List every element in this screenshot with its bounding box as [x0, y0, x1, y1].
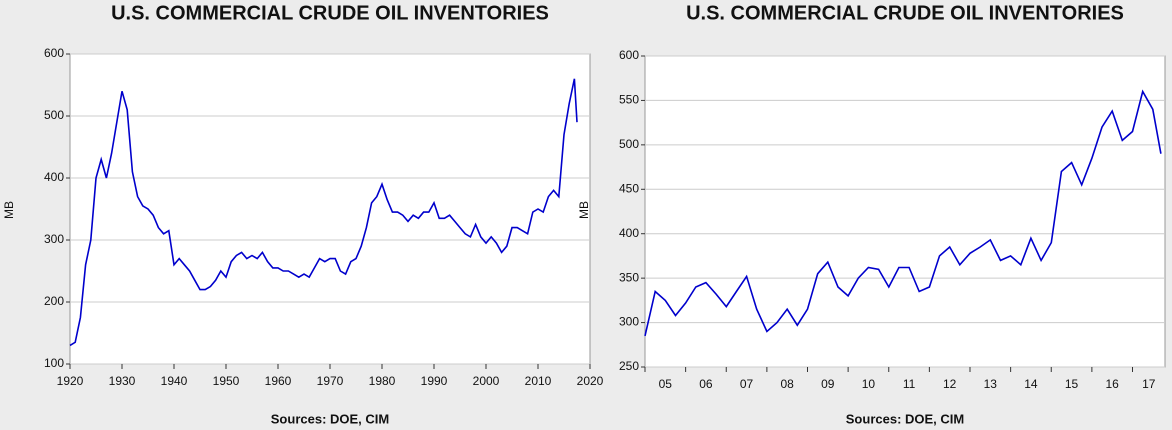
data-line: [69, 78, 578, 347]
x-tick-label: 16: [1106, 377, 1120, 391]
y-tick-label: 600: [44, 46, 64, 60]
y-tick-label: 400: [619, 226, 639, 240]
x-tick-label: 13: [984, 377, 998, 391]
y-axis-label: MB: [577, 201, 591, 219]
x-tick-label: 2010: [525, 374, 552, 388]
y-tick-label: 250: [619, 359, 639, 373]
y-tick-label: 500: [44, 108, 64, 122]
y-tick-label: 300: [44, 232, 64, 246]
chart-title: U.S. COMMERCIAL CRUDE OIL INVENTORIES: [111, 2, 549, 24]
y-tick-label: 550: [619, 93, 639, 107]
y-tick-label: 450: [619, 181, 639, 195]
x-tick-label: 2020: [577, 374, 604, 388]
x-tick-label: 09: [821, 377, 835, 391]
x-tick-label: 14: [1024, 377, 1038, 391]
y-tick-label: 400: [44, 170, 64, 184]
plot-area: [69, 53, 591, 365]
x-tick-label: 17: [1142, 377, 1156, 391]
annotation: Sources: DOE, CIM: [846, 411, 964, 426]
y-tick-label: 300: [619, 315, 639, 329]
x-tick-label: 07: [740, 377, 754, 391]
x-tick-label: 08: [781, 377, 795, 391]
y-tick-label: 100: [44, 356, 64, 370]
x-tick-label: 1980: [369, 374, 396, 388]
y-tick-label: 200: [44, 294, 64, 308]
x-tick-label: 1940: [161, 374, 188, 388]
x-tick-label: 11: [903, 377, 916, 391]
y-tick-label: 500: [619, 137, 639, 151]
y-tick-label: 600: [619, 48, 639, 62]
x-tick-label: 05: [659, 377, 673, 391]
x-tick-label: 15: [1065, 377, 1079, 391]
x-tick-label: 06: [699, 377, 713, 391]
x-tick-label: 1970: [317, 374, 344, 388]
x-tick-label: 1930: [109, 374, 136, 388]
x-tick-label: 12: [943, 377, 957, 391]
x-tick-label: 10: [862, 377, 876, 391]
x-tick-label: 1920: [57, 374, 84, 388]
data-line: [644, 89, 1162, 337]
x-tick-label: 1960: [265, 374, 292, 388]
x-tick-label: 1990: [421, 374, 448, 388]
x-tick-label: 2000: [473, 374, 500, 388]
plot-area: [644, 55, 1166, 368]
x-tick-label: 1950: [213, 374, 240, 388]
y-tick-label: 350: [619, 270, 639, 284]
annotation: Sources: DOE, CIM: [271, 411, 389, 426]
y-axis-label: MB: [2, 201, 16, 219]
chart-title: U.S. COMMERCIAL CRUDE OIL INVENTORIES: [686, 2, 1124, 24]
